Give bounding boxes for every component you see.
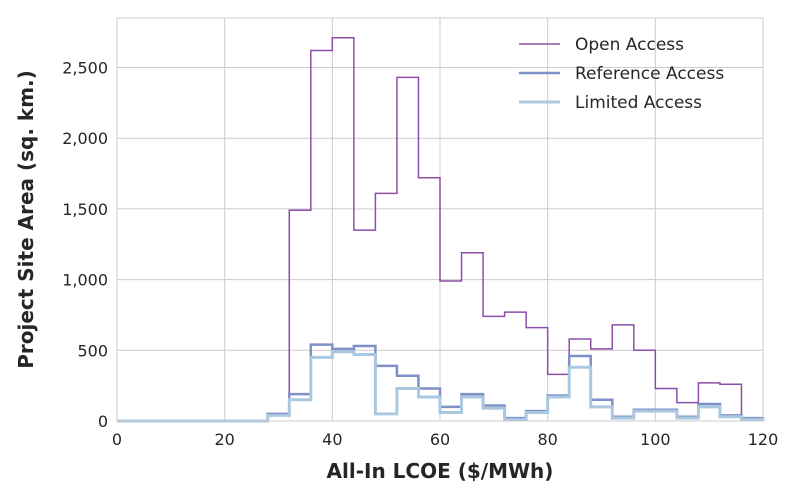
y-tick-label: 1,000: [62, 271, 108, 290]
series-layer: [117, 37, 765, 423]
y-tick-label: 500: [77, 341, 108, 360]
y-axis-ticks: 0 500 1,000 1,500 2,000 2,500: [62, 58, 108, 431]
y-tick-label: 1,500: [62, 200, 108, 219]
x-tick-label: 100: [640, 430, 671, 449]
legend-label-limited-access: Limited Access: [575, 93, 702, 113]
x-tick-label: 120: [748, 430, 779, 449]
x-tick-label: 60: [430, 430, 450, 449]
x-tick-label: 20: [214, 430, 234, 449]
x-tick-label: 40: [322, 430, 342, 449]
legend-label-reference-access: Reference Access: [575, 64, 724, 84]
grid: [116, 18, 764, 422]
x-tick-label: 80: [537, 430, 557, 449]
x-axis-ticks: 0 20 40 60 80 100 120: [112, 430, 778, 449]
series-limited-access: [117, 350, 765, 423]
y-tick-label: 2,500: [62, 58, 108, 77]
plot-frame: [116, 17, 764, 422]
legend-label-open-access: Open Access: [575, 35, 684, 55]
x-axis-title: All-In LCOE ($/MWh): [327, 459, 554, 483]
y-tick-label: 0: [98, 412, 108, 431]
legend: Open Access Reference Access Limited Acces…: [519, 35, 724, 113]
x-tick-label: 0: [112, 430, 122, 449]
y-tick-label: 2,000: [62, 129, 108, 148]
y-axis-title: Project Site Area (sq. km.): [14, 70, 38, 369]
